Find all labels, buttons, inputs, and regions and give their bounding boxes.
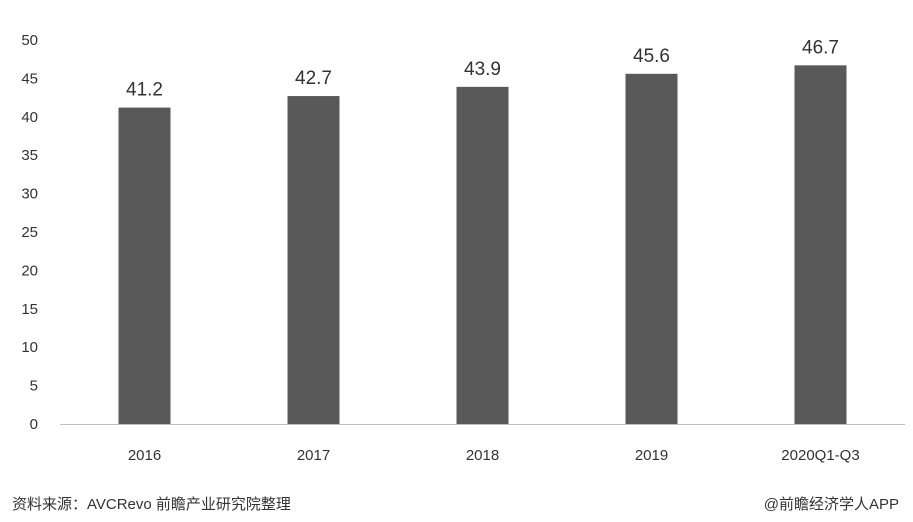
x-tick-label: 2020Q1-Q3 bbox=[781, 447, 859, 464]
y-tick-label: 15 bbox=[21, 301, 38, 318]
y-tick-label: 5 bbox=[30, 378, 38, 395]
y-axis-ticks: 0 5 10 15 20 25 30 35 40 45 50 bbox=[21, 32, 38, 433]
bar bbox=[287, 96, 340, 425]
y-tick-label: 50 bbox=[21, 32, 38, 49]
y-tick-label: 25 bbox=[21, 224, 38, 241]
bar-data-label: 43.9 bbox=[464, 59, 501, 80]
data-labels: 41.2 42.7 43.9 45.6 46.7 bbox=[126, 37, 839, 100]
x-tick-label: 2019 bbox=[635, 447, 668, 464]
y-tick-label: 40 bbox=[21, 109, 38, 126]
bar-data-label: 45.6 bbox=[633, 46, 670, 67]
bar-chart: 0 5 10 15 20 25 30 35 40 45 50 41.2 42.7 43.9 45.6 46.… bbox=[21, 32, 905, 464]
source-note: 资料来源：AVCRevo 前瞻产业研究院整理 bbox=[12, 496, 291, 513]
bar bbox=[794, 65, 847, 425]
x-tick-label: 2017 bbox=[297, 447, 330, 464]
bar-data-label: 41.2 bbox=[126, 80, 163, 101]
y-tick-label: 20 bbox=[21, 262, 38, 279]
bar bbox=[625, 73, 678, 425]
bar bbox=[118, 107, 171, 425]
y-tick-label: 10 bbox=[21, 339, 38, 356]
y-tick-label: 30 bbox=[21, 186, 38, 203]
bar-data-label: 42.7 bbox=[295, 68, 332, 89]
bar-series bbox=[118, 65, 847, 425]
y-tick-label: 45 bbox=[21, 70, 38, 87]
bar-data-label: 46.7 bbox=[802, 37, 839, 58]
y-tick-label: 35 bbox=[21, 147, 38, 164]
y-tick-label: 0 bbox=[30, 416, 38, 433]
x-tick-label: 2018 bbox=[466, 447, 499, 464]
bar bbox=[456, 86, 509, 425]
x-axis-ticks: 2016 2017 2018 2019 2020Q1-Q3 bbox=[128, 447, 860, 464]
x-tick-label: 2016 bbox=[128, 447, 161, 464]
brand-credit: @前瞻经济学人APP bbox=[763, 496, 899, 513]
